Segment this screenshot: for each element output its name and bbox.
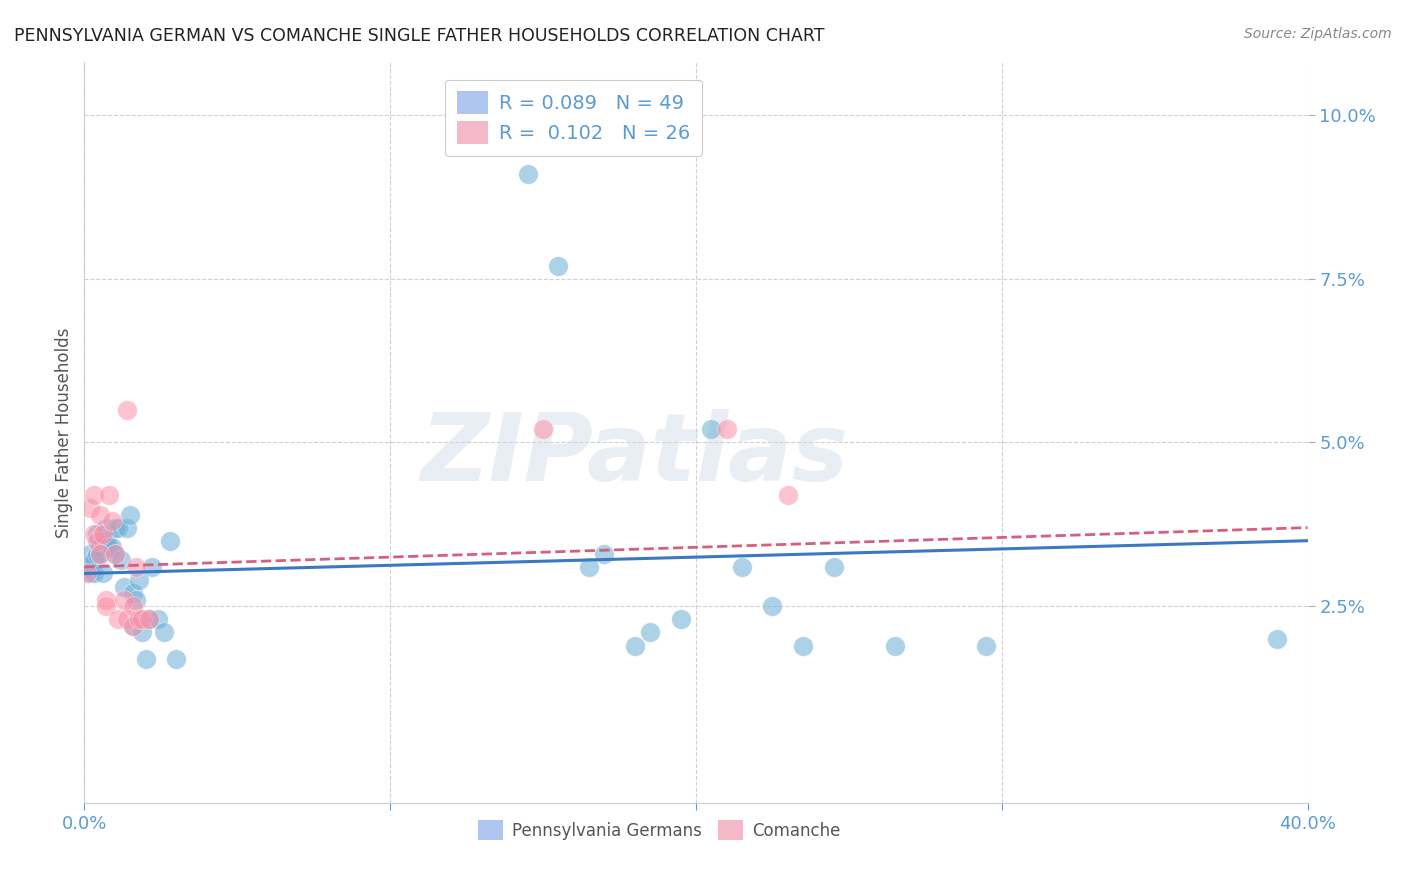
- Point: [94, 521, 117, 535]
- Text: ZIPatlas: ZIPatlas: [420, 409, 849, 500]
- Point: [104, 547, 127, 561]
- Point: [776, 488, 799, 502]
- Legend: Pennsylvania Germans, Comanche: Pennsylvania Germans, Comanche: [472, 814, 846, 847]
- Point: [104, 521, 127, 535]
- Point: [94, 599, 117, 614]
- Point: [89, 547, 111, 561]
- Point: [83, 488, 105, 502]
- Point: [138, 612, 160, 626]
- Point: [593, 547, 616, 561]
- Point: [110, 553, 132, 567]
- Point: [91, 533, 114, 548]
- Point: [97, 541, 120, 555]
- Point: [86, 547, 108, 561]
- Y-axis label: Single Father Households: Single Father Households: [55, 327, 73, 538]
- Point: [1265, 632, 1288, 646]
- Point: [101, 514, 124, 528]
- Point: [669, 612, 692, 626]
- Point: [578, 560, 600, 574]
- Point: [79, 500, 101, 515]
- Point: [83, 553, 105, 567]
- Point: [120, 508, 142, 522]
- Point: [976, 639, 998, 653]
- Point: [761, 599, 783, 614]
- Point: [153, 625, 176, 640]
- Point: [94, 592, 117, 607]
- Point: [76, 560, 98, 574]
- Point: [792, 639, 814, 653]
- Point: [624, 639, 647, 653]
- Point: [83, 527, 105, 541]
- Point: [89, 541, 111, 555]
- Point: [89, 547, 111, 561]
- Point: [138, 612, 160, 626]
- Point: [122, 586, 145, 600]
- Point: [131, 612, 153, 626]
- Point: [83, 566, 105, 581]
- Point: [94, 533, 117, 548]
- Point: [547, 259, 569, 273]
- Point: [883, 639, 905, 653]
- Point: [823, 560, 845, 574]
- Point: [146, 612, 169, 626]
- Point: [79, 566, 101, 581]
- Point: [122, 619, 145, 633]
- Point: [76, 566, 98, 581]
- Point: [716, 422, 738, 436]
- Point: [91, 566, 114, 581]
- Point: [516, 167, 538, 181]
- Point: [700, 422, 723, 436]
- Point: [115, 612, 138, 626]
- Point: [531, 422, 554, 436]
- Point: [101, 541, 124, 555]
- Point: [128, 573, 150, 587]
- Point: [115, 402, 138, 417]
- Point: [131, 625, 153, 640]
- Point: [122, 619, 145, 633]
- Point: [107, 521, 129, 535]
- Point: [107, 612, 129, 626]
- Point: [112, 580, 135, 594]
- Point: [125, 592, 148, 607]
- Point: [731, 560, 754, 574]
- Point: [97, 488, 120, 502]
- Point: [79, 547, 101, 561]
- Point: [89, 508, 111, 522]
- Point: [141, 560, 163, 574]
- Point: [86, 533, 108, 548]
- Point: [638, 625, 661, 640]
- Point: [165, 651, 187, 665]
- Point: [125, 560, 148, 574]
- Point: [86, 527, 108, 541]
- Point: [159, 533, 181, 548]
- Point: [115, 521, 138, 535]
- Text: PENNSYLVANIA GERMAN VS COMANCHE SINGLE FATHER HOUSEHOLDS CORRELATION CHART: PENNSYLVANIA GERMAN VS COMANCHE SINGLE F…: [14, 27, 824, 45]
- Point: [91, 527, 114, 541]
- Point: [122, 599, 145, 614]
- Point: [135, 651, 157, 665]
- Text: Source: ZipAtlas.com: Source: ZipAtlas.com: [1244, 27, 1392, 41]
- Point: [112, 592, 135, 607]
- Point: [104, 547, 127, 561]
- Point: [128, 612, 150, 626]
